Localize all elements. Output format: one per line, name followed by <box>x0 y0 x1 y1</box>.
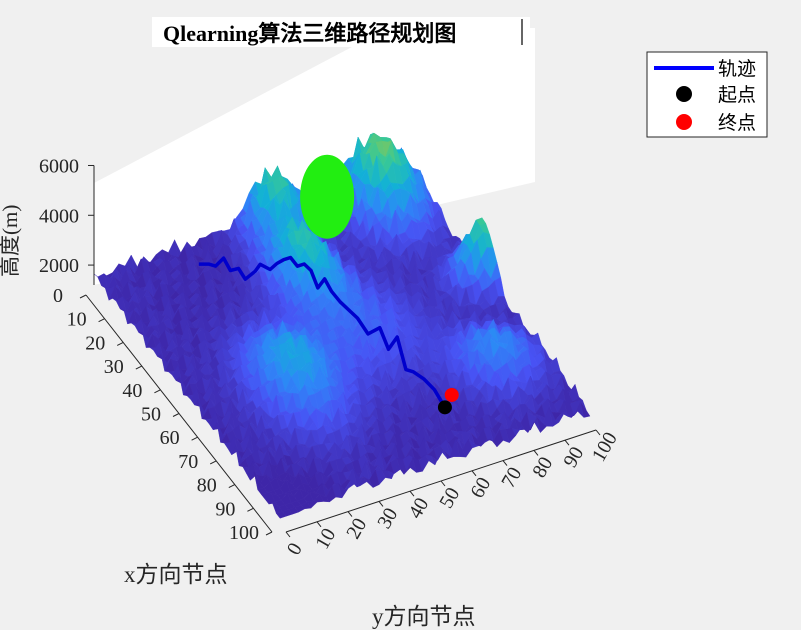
z-tick-label: 4000 <box>39 205 79 227</box>
y-tick <box>409 490 415 497</box>
path-line <box>198 255 447 409</box>
x-tick <box>79 294 87 299</box>
surface-patch <box>275 511 287 519</box>
y-tick-label: 60 <box>466 474 495 502</box>
z-tick-label: 6000 <box>39 155 79 177</box>
y-tick-label: 50 <box>435 484 464 512</box>
x-tick-label: 10 <box>67 309 87 331</box>
y-tick-label: 20 <box>342 514 371 542</box>
x-tick <box>228 484 236 489</box>
y-tick <box>533 450 539 456</box>
x-tick <box>191 436 198 441</box>
y-tick-label: 100 <box>588 429 622 466</box>
y-tick <box>471 470 477 477</box>
x-tick <box>247 507 254 512</box>
x-tick-label: 20 <box>85 332 105 354</box>
obstacle-sphere <box>300 154 355 239</box>
y-tick-label: 10 <box>311 525 340 553</box>
axes-background <box>94 28 535 285</box>
x-tick-label: 0 <box>53 285 63 307</box>
title-box <box>152 17 530 47</box>
x-tick <box>116 341 124 346</box>
chart-title: Qlearning算法三维路径规划图 <box>163 21 456 46</box>
obstacle-dome <box>300 154 355 239</box>
x-tick-label: 30 <box>104 356 124 378</box>
x-tick <box>172 413 180 417</box>
z-tick-label: 2000 <box>39 255 79 277</box>
z-axis-label: 高度(m) <box>0 205 22 277</box>
x-tick-label: 100 <box>229 522 259 544</box>
y-tick <box>347 511 353 517</box>
y-tick <box>595 429 601 436</box>
x-tick <box>154 389 161 394</box>
x-tick-label: 50 <box>141 404 161 426</box>
y-tick <box>378 501 384 507</box>
x-tick-label: 70 <box>178 451 198 473</box>
end-point <box>444 387 459 402</box>
x-tick-label: 80 <box>197 475 217 497</box>
start-point <box>437 400 452 415</box>
x-tick <box>135 365 143 370</box>
y-tick-label: 90 <box>559 443 588 471</box>
y-tick <box>564 439 570 446</box>
y-tick <box>502 460 508 466</box>
x-tick <box>98 318 105 323</box>
x-tick-label: 40 <box>122 380 142 402</box>
x-tick <box>209 460 217 465</box>
legend-label-end: 终点 <box>718 112 756 134</box>
legend-start-marker <box>676 86 692 102</box>
x-tick-label: 90 <box>215 498 235 520</box>
y-tick-label: 80 <box>528 453 557 481</box>
legend[interactable]: 轨迹 起点 终点 <box>646 51 768 138</box>
legend-label-start: 起点 <box>718 84 756 106</box>
y-tick <box>316 521 322 528</box>
y-tick <box>440 480 446 487</box>
y-tick-label: 70 <box>497 463 526 491</box>
x-axis-label: x方向节点 <box>124 562 228 587</box>
y-tick-label: 30 <box>373 504 402 532</box>
legend-label-path: 轨迹 <box>718 58 756 80</box>
legend-end-marker <box>676 114 692 130</box>
path-layer <box>198 255 459 415</box>
y-tick-label: 40 <box>404 494 433 522</box>
y-tick <box>285 531 291 538</box>
y-tick-label: 0 <box>283 539 307 559</box>
x-tick <box>265 531 273 536</box>
y-axis-label: y方向节点 <box>372 604 476 629</box>
x-tick-label: 60 <box>160 427 180 449</box>
